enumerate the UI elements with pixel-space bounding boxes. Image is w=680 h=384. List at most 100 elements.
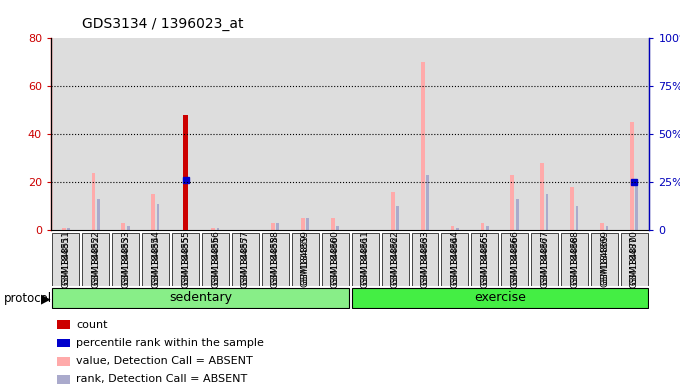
Bar xyxy=(546,194,548,230)
Bar xyxy=(516,199,519,230)
Text: GSM184859: GSM184859 xyxy=(301,230,310,285)
Text: GSM184868: GSM184868 xyxy=(570,235,579,288)
Bar xyxy=(331,218,335,230)
Text: GSM184857: GSM184857 xyxy=(241,235,250,288)
Text: GSM184865: GSM184865 xyxy=(480,235,490,288)
Bar xyxy=(301,218,305,230)
FancyBboxPatch shape xyxy=(441,233,469,286)
Bar xyxy=(271,223,275,230)
Text: GSM184861: GSM184861 xyxy=(360,230,370,285)
Bar xyxy=(81,38,111,230)
FancyBboxPatch shape xyxy=(411,233,439,286)
FancyBboxPatch shape xyxy=(112,233,139,286)
Text: GSM184860: GSM184860 xyxy=(330,230,340,285)
FancyBboxPatch shape xyxy=(561,233,588,286)
Bar xyxy=(470,38,500,230)
Text: GSM184865: GSM184865 xyxy=(480,230,490,285)
Text: GSM184855: GSM184855 xyxy=(181,230,190,285)
FancyBboxPatch shape xyxy=(142,233,169,286)
Bar xyxy=(619,38,649,230)
Text: protocol: protocol xyxy=(3,292,52,305)
Text: GSM184864: GSM184864 xyxy=(450,230,460,285)
Bar xyxy=(636,182,638,230)
Bar xyxy=(127,225,130,230)
FancyBboxPatch shape xyxy=(501,233,528,286)
Bar xyxy=(231,38,260,230)
FancyBboxPatch shape xyxy=(591,233,618,286)
Bar xyxy=(67,228,70,230)
Bar xyxy=(511,175,514,230)
Text: GSM184868: GSM184868 xyxy=(570,230,579,285)
Bar xyxy=(600,223,604,230)
FancyBboxPatch shape xyxy=(52,288,349,308)
Bar xyxy=(421,62,424,230)
Text: GSM184853: GSM184853 xyxy=(121,235,131,288)
Bar xyxy=(541,163,544,230)
Bar xyxy=(307,218,309,230)
Bar xyxy=(440,38,470,230)
Text: GSM184852: GSM184852 xyxy=(91,235,101,288)
Text: GSM184866: GSM184866 xyxy=(510,235,520,288)
FancyBboxPatch shape xyxy=(471,233,498,286)
Bar xyxy=(410,38,440,230)
Bar xyxy=(380,38,410,230)
Bar xyxy=(290,38,320,230)
Text: GSM184855: GSM184855 xyxy=(181,235,190,288)
Text: GDS3134 / 1396023_at: GDS3134 / 1396023_at xyxy=(82,17,243,31)
Bar xyxy=(530,38,560,230)
Bar xyxy=(184,115,188,230)
Text: GSM184864: GSM184864 xyxy=(450,235,460,288)
FancyBboxPatch shape xyxy=(262,233,289,286)
FancyBboxPatch shape xyxy=(292,233,319,286)
FancyBboxPatch shape xyxy=(232,233,259,286)
Text: GSM184860: GSM184860 xyxy=(330,235,340,288)
Bar xyxy=(630,122,634,230)
Text: GSM184866: GSM184866 xyxy=(510,230,520,285)
Text: GSM184853: GSM184853 xyxy=(121,230,131,285)
Bar xyxy=(171,38,201,230)
Text: GSM184858: GSM184858 xyxy=(271,235,280,288)
Bar xyxy=(57,339,70,348)
Text: GSM184867: GSM184867 xyxy=(540,235,549,288)
Text: exercise: exercise xyxy=(474,291,526,304)
Bar xyxy=(350,38,380,230)
Bar xyxy=(337,225,339,230)
Bar xyxy=(391,192,394,230)
Bar xyxy=(157,204,159,230)
Text: value, Detection Call = ABSENT: value, Detection Call = ABSENT xyxy=(76,356,253,366)
Text: sedentary: sedentary xyxy=(169,291,232,304)
Text: GSM184869: GSM184869 xyxy=(600,235,609,288)
Bar xyxy=(500,38,530,230)
Bar xyxy=(456,228,458,230)
Bar xyxy=(451,225,454,230)
Bar xyxy=(201,38,231,230)
Bar xyxy=(62,228,65,230)
Text: GSM184856: GSM184856 xyxy=(211,230,220,285)
FancyBboxPatch shape xyxy=(621,233,648,286)
Bar xyxy=(396,207,398,230)
Bar xyxy=(486,225,488,230)
Text: GSM184851: GSM184851 xyxy=(61,230,71,285)
Bar xyxy=(141,38,171,230)
Text: GSM184857: GSM184857 xyxy=(241,230,250,285)
Text: GSM184851: GSM184851 xyxy=(61,235,71,288)
Text: GSM184854: GSM184854 xyxy=(151,235,160,288)
Bar xyxy=(606,225,608,230)
Bar xyxy=(571,187,574,230)
Bar xyxy=(260,38,290,230)
Bar xyxy=(426,175,429,230)
Text: ▶: ▶ xyxy=(41,292,50,305)
Bar xyxy=(211,228,215,230)
Bar xyxy=(57,320,70,329)
FancyBboxPatch shape xyxy=(202,233,229,286)
Text: GSM184863: GSM184863 xyxy=(420,235,430,288)
Text: GSM184867: GSM184867 xyxy=(540,230,549,285)
FancyBboxPatch shape xyxy=(531,233,558,286)
Bar xyxy=(57,357,70,366)
FancyBboxPatch shape xyxy=(172,233,199,286)
Bar xyxy=(122,223,125,230)
Bar xyxy=(590,38,619,230)
Text: GSM184856: GSM184856 xyxy=(211,235,220,288)
Text: percentile rank within the sample: percentile rank within the sample xyxy=(76,338,264,348)
FancyBboxPatch shape xyxy=(352,288,648,308)
